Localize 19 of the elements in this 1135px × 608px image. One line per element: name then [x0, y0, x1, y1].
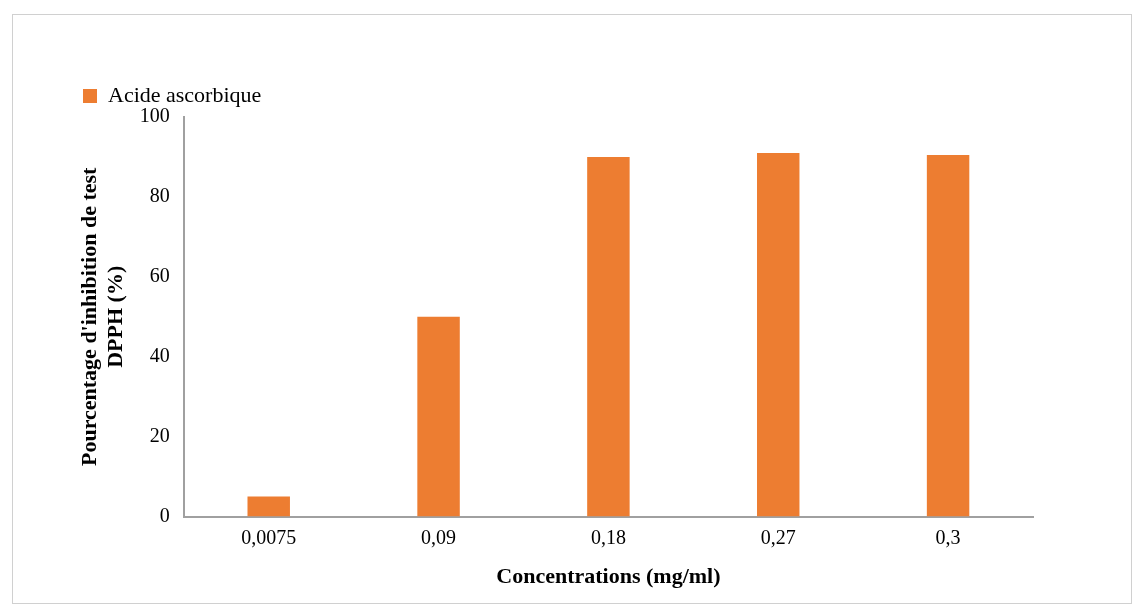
bar	[417, 316, 460, 517]
x-tick-label: 0,09	[421, 525, 457, 548]
x-tick-label: 0,3	[935, 525, 961, 548]
y-tick-label: 60	[149, 264, 170, 287]
bar	[247, 496, 290, 517]
y-tick-label: 0	[159, 503, 170, 526]
y-tick-label: 100	[139, 104, 170, 127]
y-tick-label: 20	[149, 423, 170, 446]
x-tick-label: 0,18	[590, 525, 626, 548]
x-tick-label: 0,0075	[241, 525, 297, 548]
x-axis-title: Concentrations (mg/ml)	[496, 563, 721, 589]
legend-label: Acide ascorbique	[108, 81, 262, 107]
bar	[757, 152, 800, 517]
bar	[926, 154, 970, 517]
bar	[587, 156, 630, 517]
y-axis-title: Pourcentage d'inhibition de test DPPH (%)	[75, 166, 128, 467]
y-tick-label: 80	[149, 184, 170, 207]
x-tick-label: 0,27	[760, 525, 796, 548]
y-tick-label: 40	[149, 344, 170, 367]
